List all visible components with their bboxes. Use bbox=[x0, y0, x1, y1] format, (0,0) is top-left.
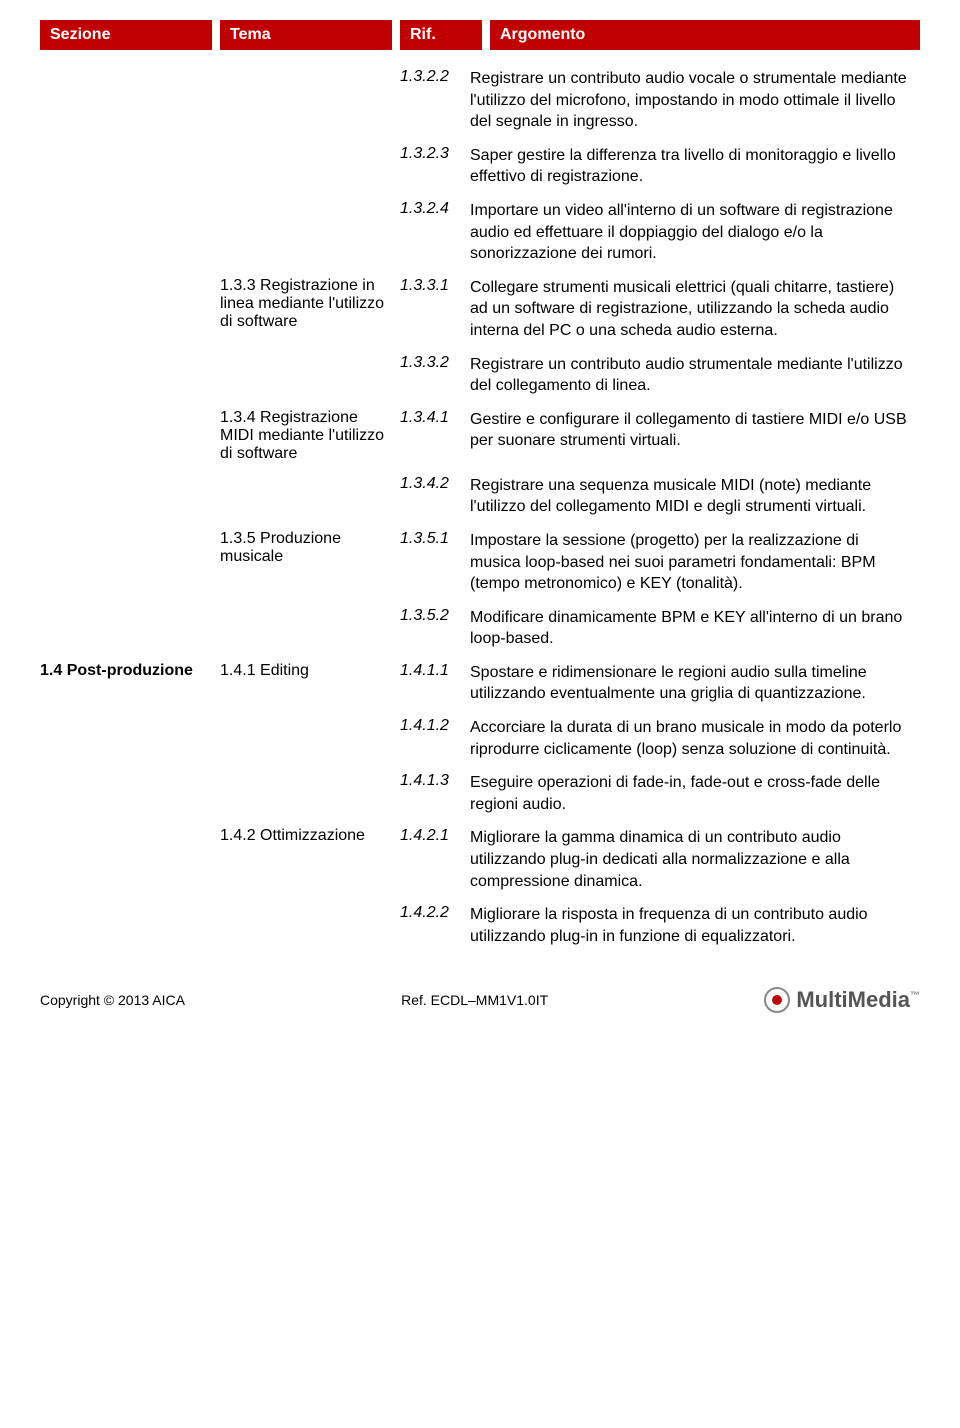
cell-tema bbox=[220, 772, 400, 815]
cell-tema: 1.3.3 Registrazione in linea mediante l'… bbox=[220, 277, 400, 342]
cell-sezione bbox=[40, 607, 220, 650]
footer-logo: MultiMedia™ bbox=[764, 987, 920, 1013]
cell-rif: 1.3.4.1 bbox=[400, 409, 470, 463]
cell-rif: 1.3.2.2 bbox=[400, 68, 470, 133]
cell-argomento: Collegare strumenti musicali elettrici (… bbox=[470, 277, 920, 342]
table-row: 1.4.2.2Migliorare la risposta in frequen… bbox=[40, 904, 920, 947]
cell-argomento: Accorciare la durata di un brano musical… bbox=[470, 717, 920, 760]
cell-argomento: Importare un video all'interno di un sof… bbox=[470, 200, 920, 265]
cell-sezione bbox=[40, 827, 220, 892]
cell-tema: 1.4.1 Editing bbox=[220, 662, 400, 705]
cell-sezione bbox=[40, 904, 220, 947]
cell-argomento: Registrare un contributo audio vocale o … bbox=[470, 68, 920, 133]
cell-rif: 1.3.4.2 bbox=[400, 475, 470, 518]
header-rif: Rif. bbox=[400, 20, 482, 50]
cell-tema bbox=[220, 904, 400, 947]
cell-argomento: Impostare la sessione (progetto) per la … bbox=[470, 530, 920, 595]
cell-rif: 1.3.3.2 bbox=[400, 354, 470, 397]
cell-argomento: Gestire e configurare il collegamento di… bbox=[470, 409, 920, 463]
cell-argomento: Migliorare la risposta in frequenza di u… bbox=[470, 904, 920, 947]
cell-rif: 1.4.1.2 bbox=[400, 717, 470, 760]
table-row: 1.3.2.3Saper gestire la differenza tra l… bbox=[40, 145, 920, 188]
cell-argomento: Migliorare la gamma dinamica di un contr… bbox=[470, 827, 920, 892]
cell-rif: 1.4.1.3 bbox=[400, 772, 470, 815]
cell-argomento: Registrare un contributo audio strumenta… bbox=[470, 354, 920, 397]
cell-sezione bbox=[40, 717, 220, 760]
table-row: 1.4.1.2Accorciare la durata di un brano … bbox=[40, 717, 920, 760]
cell-sezione bbox=[40, 200, 220, 265]
cell-tema: 1.3.5 Produzione musicale bbox=[220, 530, 400, 595]
table-row: 1.3.3 Registrazione in linea mediante l'… bbox=[40, 277, 920, 342]
cell-tema bbox=[220, 354, 400, 397]
cell-argomento: Spostare e ridimensionare le regioni aud… bbox=[470, 662, 920, 705]
table-row: 1.3.4 Registrazione MIDI mediante l'util… bbox=[40, 409, 920, 463]
cell-sezione bbox=[40, 475, 220, 518]
logo-tm: ™ bbox=[910, 991, 920, 1002]
cell-argomento: Modificare dinamicamente BPM e KEY all'i… bbox=[470, 607, 920, 650]
table-row: 1.3.3.2Registrare un contributo audio st… bbox=[40, 354, 920, 397]
cell-tema: 1.4.2 Ottimizzazione bbox=[220, 827, 400, 892]
footer-ref: Ref. ECDL–MM1V1.0IT bbox=[401, 992, 548, 1008]
cell-tema bbox=[220, 607, 400, 650]
cell-sezione bbox=[40, 354, 220, 397]
cell-sezione bbox=[40, 145, 220, 188]
cell-sezione: 1.4 Post-produzione bbox=[40, 662, 220, 705]
table-row: 1.3.5.2Modificare dinamicamente BPM e KE… bbox=[40, 607, 920, 650]
cell-tema bbox=[220, 200, 400, 265]
table-body: 1.3.2.2Registrare un contributo audio vo… bbox=[40, 68, 920, 947]
footer-copyright: Copyright © 2013 AICA bbox=[40, 992, 185, 1008]
cell-rif: 1.3.5.1 bbox=[400, 530, 470, 595]
cell-sezione bbox=[40, 530, 220, 595]
cell-rif: 1.4.2.1 bbox=[400, 827, 470, 892]
table-row: 1.3.2.4Importare un video all'interno di… bbox=[40, 200, 920, 265]
cell-argomento: Registrare una sequenza musicale MIDI (n… bbox=[470, 475, 920, 518]
cell-rif: 1.3.3.1 bbox=[400, 277, 470, 342]
cell-sezione bbox=[40, 409, 220, 463]
cell-sezione bbox=[40, 772, 220, 815]
table-header-row: Sezione Tema Rif. Argomento bbox=[40, 20, 920, 50]
page-footer: Copyright © 2013 AICA Ref. ECDL–MM1V1.0I… bbox=[40, 987, 920, 1013]
table-row: 1.3.2.2Registrare un contributo audio vo… bbox=[40, 68, 920, 133]
logo-text: MultiMedia bbox=[796, 987, 910, 1012]
cell-sezione bbox=[40, 68, 220, 133]
cell-tema bbox=[220, 475, 400, 518]
cell-rif: 1.3.5.2 bbox=[400, 607, 470, 650]
cell-rif: 1.4.2.2 bbox=[400, 904, 470, 947]
cell-tema: 1.3.4 Registrazione MIDI mediante l'util… bbox=[220, 409, 400, 463]
table-row: 1.4 Post-produzione1.4.1 Editing1.4.1.1S… bbox=[40, 662, 920, 705]
cell-rif: 1.3.2.4 bbox=[400, 200, 470, 265]
logo-icon bbox=[764, 987, 790, 1013]
cell-sezione bbox=[40, 277, 220, 342]
table-row: 1.4.2 Ottimizzazione1.4.2.1Migliorare la… bbox=[40, 827, 920, 892]
cell-tema bbox=[220, 145, 400, 188]
cell-tema bbox=[220, 717, 400, 760]
cell-argomento: Eseguire operazioni di fade-in, fade-out… bbox=[470, 772, 920, 815]
cell-tema bbox=[220, 68, 400, 133]
cell-argomento: Saper gestire la differenza tra livello … bbox=[470, 145, 920, 188]
header-sezione: Sezione bbox=[40, 20, 212, 50]
table-row: 1.4.1.3Eseguire operazioni di fade-in, f… bbox=[40, 772, 920, 815]
table-row: 1.3.4.2Registrare una sequenza musicale … bbox=[40, 475, 920, 518]
table-row: 1.3.5 Produzione musicale1.3.5.1Impostar… bbox=[40, 530, 920, 595]
cell-rif: 1.4.1.1 bbox=[400, 662, 470, 705]
cell-rif: 1.3.2.3 bbox=[400, 145, 470, 188]
header-argomento: Argomento bbox=[490, 20, 920, 50]
header-tema: Tema bbox=[220, 20, 392, 50]
